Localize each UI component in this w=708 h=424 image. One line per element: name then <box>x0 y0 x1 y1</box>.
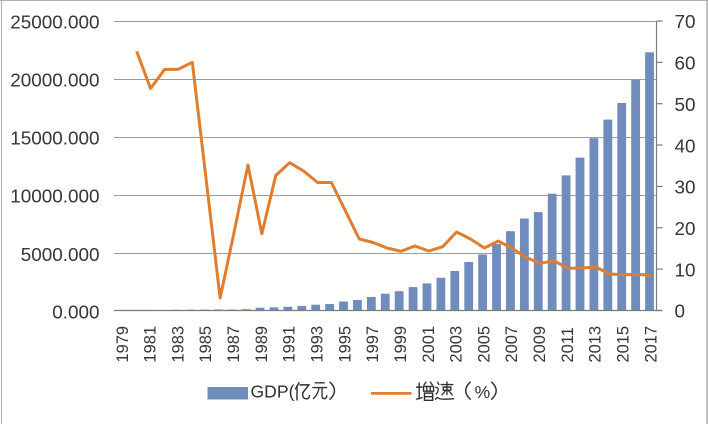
svg-text:1989: 1989 <box>253 326 271 363</box>
svg-text:40: 40 <box>675 136 696 157</box>
svg-text:2013: 2013 <box>587 326 605 363</box>
svg-text:%: % <box>475 382 491 402</box>
svg-text:2005: 2005 <box>475 326 493 363</box>
svg-text:15000.000: 15000.000 <box>10 129 99 150</box>
svg-text:1983: 1983 <box>169 326 187 363</box>
svg-text:2011: 2011 <box>559 327 577 362</box>
svg-text:20000.000: 20000.000 <box>10 71 99 92</box>
svg-text:30: 30 <box>675 178 696 199</box>
svg-text:0.000: 0.000 <box>52 302 99 323</box>
svg-text:GDP(: GDP( <box>251 382 295 402</box>
svg-text:1993: 1993 <box>309 326 327 363</box>
svg-text:1981: 1981 <box>142 326 160 363</box>
svg-text:70: 70 <box>675 12 696 33</box>
svg-text:10: 10 <box>675 260 696 281</box>
svg-text:20: 20 <box>675 219 696 240</box>
svg-text:25000.000: 25000.000 <box>10 12 99 33</box>
svg-text:1997: 1997 <box>364 326 382 363</box>
svg-text:1991: 1991 <box>281 326 299 363</box>
svg-text:2017: 2017 <box>642 326 660 363</box>
svg-text:0: 0 <box>675 302 686 323</box>
svg-text:2015: 2015 <box>615 326 633 363</box>
svg-text:1987: 1987 <box>225 326 243 363</box>
svg-text:2009: 2009 <box>531 326 549 363</box>
svg-text:1985: 1985 <box>197 326 215 363</box>
svg-text:50: 50 <box>675 95 696 116</box>
svg-text:10000.000: 10000.000 <box>10 187 99 208</box>
svg-text:1979: 1979 <box>114 326 132 363</box>
svg-text:2007: 2007 <box>503 326 521 363</box>
svg-text:60: 60 <box>675 54 696 75</box>
svg-text:2001: 2001 <box>420 326 438 363</box>
svg-text:2003: 2003 <box>448 326 466 363</box>
svg-text:1995: 1995 <box>336 326 354 363</box>
svg-text:5000.000: 5000.000 <box>21 245 100 266</box>
svg-text:1999: 1999 <box>392 326 410 363</box>
